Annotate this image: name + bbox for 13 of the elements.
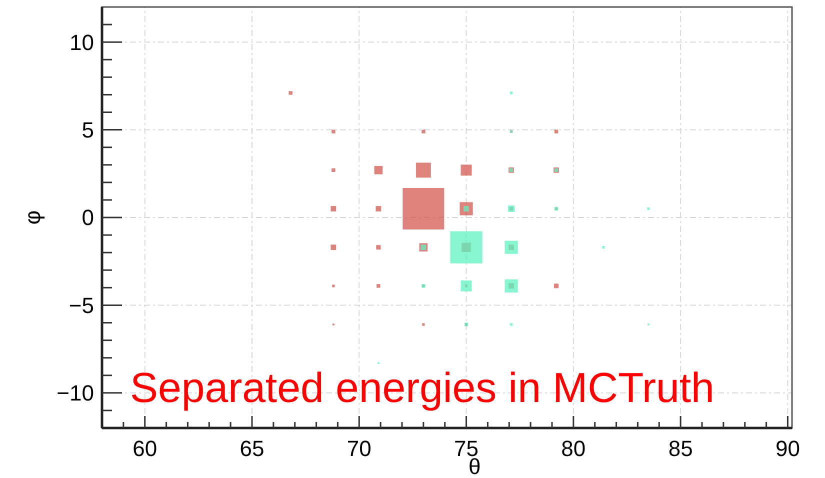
y-tick-label: −5 bbox=[68, 292, 94, 318]
x-tick-label: 70 bbox=[346, 436, 372, 461]
x-tick-label: 60 bbox=[132, 436, 158, 461]
x-tick-label: 65 bbox=[240, 436, 264, 461]
y-axis-title: φ bbox=[20, 210, 45, 225]
x-tick-label: 85 bbox=[668, 436, 693, 461]
y-tick-label: −10 bbox=[56, 380, 94, 406]
x-tick-label: 80 bbox=[561, 436, 586, 461]
x-tick-label: 90 bbox=[775, 436, 800, 461]
y-tick-label: 10 bbox=[70, 30, 94, 55]
y-tick-label: 5 bbox=[82, 117, 94, 142]
annotation: Separated energies in MCTruth bbox=[130, 364, 714, 411]
y-tick-label: 0 bbox=[82, 205, 94, 230]
